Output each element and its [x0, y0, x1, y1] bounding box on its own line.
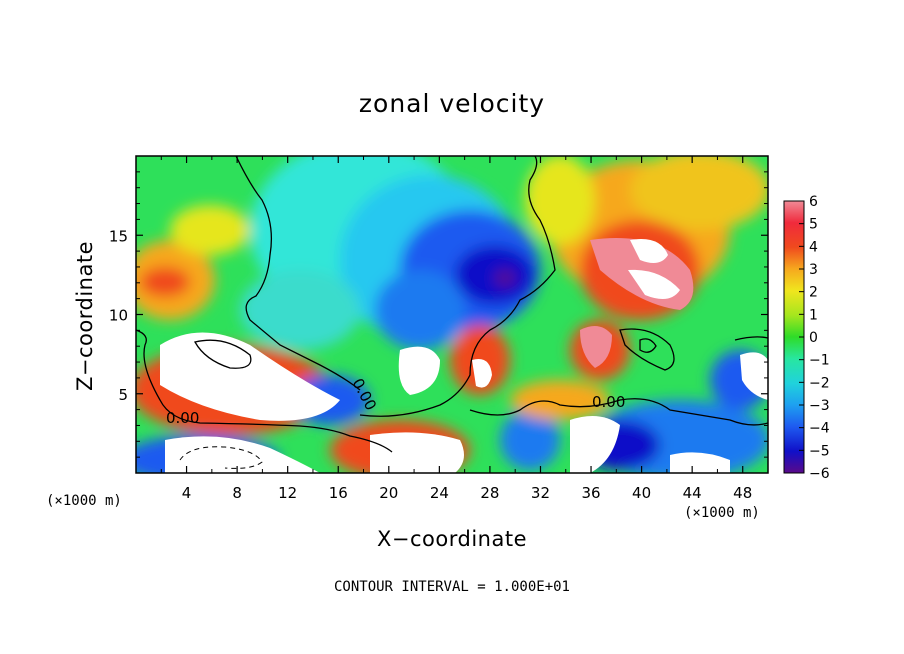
- x-tick-label: 44: [683, 484, 702, 502]
- colorbar-tick-label: 3: [809, 262, 818, 278]
- x-tick-label: 4: [182, 484, 192, 502]
- colorbar-tick-label: 5: [809, 217, 818, 233]
- x-tick-label: 24: [430, 484, 449, 502]
- colorbar-tick-label: −5: [809, 443, 830, 459]
- x-tick-label: 28: [480, 484, 499, 502]
- colorbar-ticks: 6 5 4 3 2 1 0 −1 −2 −3 −4 −5 −6: [799, 194, 830, 482]
- colorbar-tick-label: −2: [809, 375, 830, 391]
- x-axis-label: X−coordinate: [377, 527, 527, 551]
- colorbar-tick-label: 0: [809, 330, 818, 346]
- y-axis-label: Z−coordinate: [73, 241, 97, 391]
- colorbar-tick-label: −4: [809, 421, 830, 437]
- x-tick-label: 8: [232, 484, 242, 502]
- colorbar-tick-label: 4: [809, 239, 818, 255]
- velocity-field: [136, 156, 768, 473]
- colorbar-tick-label: −6: [809, 466, 830, 482]
- x-tick-label: 36: [581, 484, 600, 502]
- x-ticks: 4 8 12 16 20 24 28 32 36 40 44 48: [160, 156, 752, 502]
- y-tick-label: 15: [109, 227, 128, 245]
- x-unit-right: (×1000 m): [684, 505, 760, 521]
- y-ticks: 5 10 15: [109, 171, 768, 458]
- x-unit-left: (×1000 m): [46, 493, 122, 509]
- x-tick-label: 40: [632, 484, 651, 502]
- negative-contour: [179, 446, 263, 469]
- colorbar: 6 5 4 3 2 1 0 −1 −2 −3 −4 −5 −6: [783, 194, 830, 482]
- contour-label: 0.00: [592, 393, 625, 411]
- x-tick-label: 12: [278, 484, 297, 502]
- x-tick-label: 48: [733, 484, 752, 502]
- x-tick-label: 16: [329, 484, 348, 502]
- colorbar-tick-label: −1: [809, 353, 830, 369]
- colorbar-tick-label: 6: [809, 194, 818, 210]
- colorbar-tick-label: 1: [809, 307, 818, 323]
- chart-title: zonal velocity: [359, 89, 545, 118]
- y-tick-label: 5: [118, 386, 128, 404]
- contour-interval-note: CONTOUR INTERVAL = 1.000E+01: [334, 579, 570, 595]
- contour-label: 0.00: [166, 409, 199, 427]
- x-tick-label: 20: [379, 484, 398, 502]
- x-tick-label: 32: [531, 484, 550, 502]
- colorbar-tick-label: 2: [809, 285, 818, 301]
- zero-contours: [136, 156, 768, 453]
- y-tick-label: 10: [109, 307, 128, 325]
- colorbar-tick-label: −3: [809, 398, 830, 414]
